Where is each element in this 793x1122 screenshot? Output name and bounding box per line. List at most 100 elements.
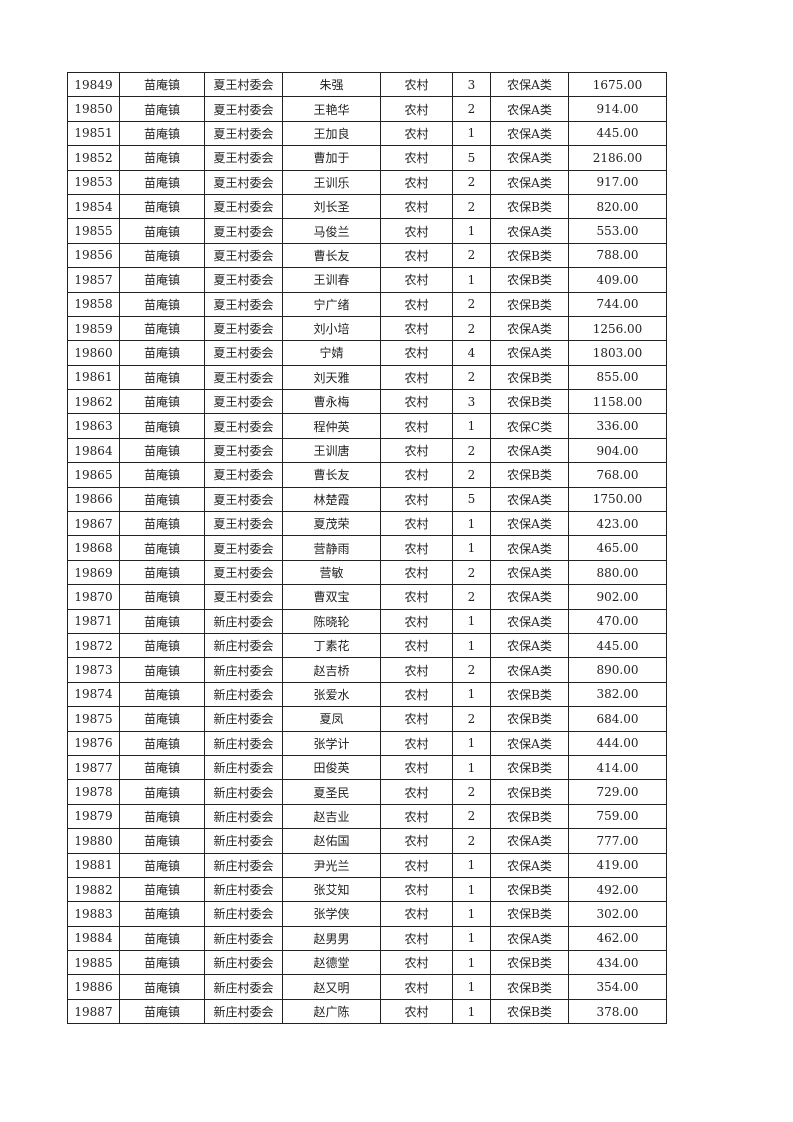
table-row: 19852 苗庵镇 夏王村委会 曹加于 农村 5 农保A类 2186.00 [67,145,667,171]
table-row: 19855 苗庵镇 夏王村委会 马俊兰 农村 1 农保A类 553.00 [67,218,667,244]
cell-amount: 684.00 [568,706,667,732]
cell-village-committee: 夏王村委会 [204,120,283,147]
cell-town: 苗庵镇 [119,901,205,927]
cell-person-name: 赵男男 [282,925,381,952]
cell-household-count: 1 [452,730,491,756]
cell-person-name: 丁素花 [282,632,381,659]
table-row: 19859 苗庵镇 夏王村委会 刘小培 农村 2 农保A类 1256.00 [67,315,667,342]
table-row: 19868 苗庵镇 夏王村委会 营静雨 农村 1 农保A类 465.00 [67,535,667,561]
cell-household-count: 1 [452,950,491,976]
cell-town: 苗庵镇 [119,925,205,952]
cell-area-type: 农村 [380,413,453,439]
cell-amount: 382.00 [568,681,667,708]
cell-household-count: 2 [452,803,491,830]
cell-insurance-category: 农保B类 [490,950,569,976]
cell-household-count: 2 [452,291,491,317]
cell-town: 苗庵镇 [119,535,205,561]
table-row: 19884 苗庵镇 新庄村委会 赵男男 农村 1 农保A类 462.00 [67,925,667,952]
cell-record-id: 19852 [67,145,120,171]
cell-village-committee: 新庄村委会 [204,876,283,903]
cell-area-type: 农村 [380,437,453,464]
cell-household-count: 1 [452,632,491,659]
cell-village-committee: 新庄村委会 [204,681,283,708]
cell-household-count: 1 [452,511,491,537]
table-row: 19851 苗庵镇 夏王村委会 王加良 农村 1 农保A类 445.00 [67,120,667,147]
cell-village-committee: 新庄村委会 [204,998,283,1025]
cell-household-count: 1 [452,267,491,293]
cell-area-type: 农村 [380,71,453,98]
table-row: 19860 苗庵镇 夏王村委会 宁婧 农村 4 农保A类 1803.00 [67,340,667,366]
cell-amount: 777.00 [568,828,667,854]
cell-record-id: 19851 [67,120,120,147]
cell-household-count: 2 [452,242,491,269]
cell-household-count: 1 [452,974,491,1000]
table-row: 19871 苗庵镇 新庄村委会 陈晓轮 农村 1 农保A类 470.00 [67,608,667,634]
cell-village-committee: 新庄村委会 [204,730,283,756]
cell-area-type: 农村 [380,193,453,220]
cell-household-count: 2 [452,559,491,586]
cell-household-count: 2 [452,364,491,391]
cell-area-type: 农村 [380,267,453,293]
table-row: 19853 苗庵镇 夏王村委会 王训乐 农村 2 农保A类 917.00 [67,169,667,195]
cell-amount: 917.00 [568,169,667,195]
cell-insurance-category: 农保A类 [490,96,569,122]
cell-amount: 914.00 [568,96,667,122]
cell-record-id: 19850 [67,96,120,122]
cell-area-type: 农村 [380,608,453,634]
table-row: 19878 苗庵镇 新庄村委会 夏圣民 农村 2 农保B类 729.00 [67,779,667,805]
cell-village-committee: 夏王村委会 [204,193,283,220]
cell-insurance-category: 农保B类 [490,681,569,708]
cell-village-committee: 夏王村委会 [204,242,283,269]
cell-record-id: 19865 [67,462,120,488]
cell-insurance-category: 农保A类 [490,657,569,683]
cell-insurance-category: 农保A类 [490,218,569,244]
cell-amount: 434.00 [568,950,667,976]
cell-area-type: 农村 [380,364,453,391]
cell-area-type: 农村 [380,389,453,415]
cell-town: 苗庵镇 [119,218,205,244]
cell-household-count: 3 [452,71,491,98]
table-row: 19856 苗庵镇 夏王村委会 曹长友 农村 2 农保B类 788.00 [67,242,667,269]
cell-household-count: 2 [452,462,491,488]
table-row: 19886 苗庵镇 新庄村委会 赵又明 农村 1 农保B类 354.00 [67,974,667,1000]
cell-village-committee: 新庄村委会 [204,803,283,830]
table-row: 19857 苗庵镇 夏王村委会 王训春 农村 1 农保B类 409.00 [67,267,667,293]
cell-insurance-category: 农保A类 [490,511,569,537]
cell-record-id: 19863 [67,413,120,439]
records-table-body: 19849 苗庵镇 夏王村委会 朱强 农村 3 农保A类 1675.00 19850 苗庵镇 夏王村… [67,71,667,1025]
table-row: 19866 苗庵镇 夏王村委会 林楚霞 农村 5 农保A类 1750.00 [67,486,667,513]
cell-person-name: 王艳华 [282,96,381,122]
table-row: 19867 苗庵镇 夏王村委会 夏茂荣 农村 1 农保A类 423.00 [67,511,667,537]
cell-village-committee: 新庄村委会 [204,754,283,781]
cell-insurance-category: 农保B类 [490,974,569,1000]
table-row: 19882 苗庵镇 新庄村委会 张艾知 农村 1 农保B类 492.00 [67,876,667,903]
cell-area-type: 农村 [380,901,453,927]
cell-person-name: 赵德堂 [282,950,381,976]
cell-person-name: 曹长友 [282,242,381,269]
table-row: 19865 苗庵镇 夏王村委会 曹长友 农村 2 农保B类 768.00 [67,462,667,488]
cell-amount: 409.00 [568,267,667,293]
cell-area-type: 农村 [380,291,453,317]
cell-person-name: 王训春 [282,267,381,293]
cell-record-id: 19882 [67,876,120,903]
cell-household-count: 1 [452,218,491,244]
cell-village-committee: 新庄村委会 [204,706,283,732]
cell-person-name: 曹永梅 [282,389,381,415]
cell-record-id: 19862 [67,389,120,415]
cell-village-committee: 夏王村委会 [204,364,283,391]
cell-record-id: 19875 [67,706,120,732]
cell-town: 苗庵镇 [119,608,205,634]
cell-amount: 336.00 [568,413,667,439]
cell-person-name: 陈晓轮 [282,608,381,634]
cell-amount: 1158.00 [568,389,667,415]
cell-household-count: 1 [452,681,491,708]
cell-insurance-category: 农保A类 [490,730,569,756]
cell-village-committee: 夏王村委会 [204,462,283,488]
cell-village-committee: 夏王村委会 [204,96,283,122]
cell-household-count: 2 [452,828,491,854]
cell-insurance-category: 农保A类 [490,145,569,171]
cell-record-id: 19872 [67,632,120,659]
cell-area-type: 农村 [380,535,453,561]
cell-record-id: 19878 [67,779,120,805]
cell-village-committee: 新庄村委会 [204,632,283,659]
